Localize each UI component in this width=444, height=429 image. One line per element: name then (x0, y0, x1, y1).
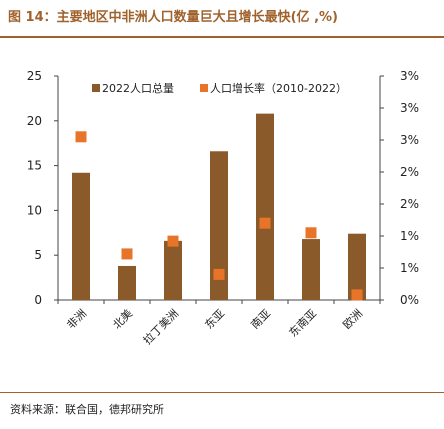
growth-rate-marker (305, 227, 317, 239)
left-tick-label: 5 (34, 248, 42, 262)
marker-series (75, 131, 363, 301)
legend-swatch-bar (92, 84, 100, 92)
right-tick-label: 0% (400, 293, 419, 307)
population-bar (164, 240, 182, 300)
category-label: 南亚 (248, 307, 273, 332)
left-tick-label: 20 (27, 114, 42, 128)
source-note: 资料来源：联合国，德邦研究所 (10, 403, 164, 416)
population-bar (210, 151, 228, 300)
right-tick-label: 1% (400, 261, 419, 275)
right-tick-label: 3% (400, 101, 419, 115)
category-label: 拉丁美洲 (140, 306, 181, 347)
chart: 0 5 10 15 20 25 0% 1% 1% 2% 2% 3% 3% 3% 非洲 北美 拉丁美洲 东亚 南亚东… (27, 69, 419, 347)
footer-rule (0, 392, 444, 393)
figure-title: 图 14：主要地区中非洲人口数量巨大且增长最快(亿 ,%) (8, 10, 338, 25)
growth-rate-marker (167, 235, 179, 247)
category-label: 欧洲 (340, 307, 365, 332)
title-rule (0, 36, 444, 38)
category-label: 非洲 (64, 307, 89, 332)
growth-rate-marker (351, 289, 363, 301)
population-bar (118, 265, 136, 300)
bar-series (72, 113, 366, 301)
legend-label-bar: 2022人口总量 (102, 81, 174, 95)
population-bar (72, 172, 90, 300)
left-tick-label: 15 (27, 159, 42, 173)
legend-label-marker: 人口增长率（2010-2022） (210, 81, 347, 95)
chart-legend: 2022人口总量 人口增长率（2010-2022） (92, 81, 347, 95)
category-label: 东亚 (202, 307, 227, 332)
growth-rate-marker (213, 268, 225, 280)
right-tick-label: 1% (400, 229, 419, 243)
category-label: 东南亚 (287, 307, 320, 340)
right-tick-label: 3% (400, 69, 419, 83)
left-tick-label: 10 (27, 203, 42, 217)
right-tick-label: 2% (400, 165, 419, 179)
growth-rate-marker (259, 217, 271, 229)
right-tick-label: 3% (400, 133, 419, 147)
right-tick-label: 2% (400, 197, 419, 211)
population-bar (256, 113, 274, 301)
population-bar (348, 233, 366, 300)
legend-swatch-marker (200, 84, 208, 92)
growth-rate-marker (121, 248, 133, 260)
category-label: 北美 (110, 307, 135, 332)
left-tick-label: 25 (27, 69, 42, 83)
population-bar (302, 239, 320, 300)
left-tick-label: 0 (34, 293, 42, 307)
growth-rate-marker (75, 131, 87, 143)
category-labels: 非洲 北美 拉丁美洲 东亚 南亚 东南亚 欧洲 (64, 306, 365, 347)
